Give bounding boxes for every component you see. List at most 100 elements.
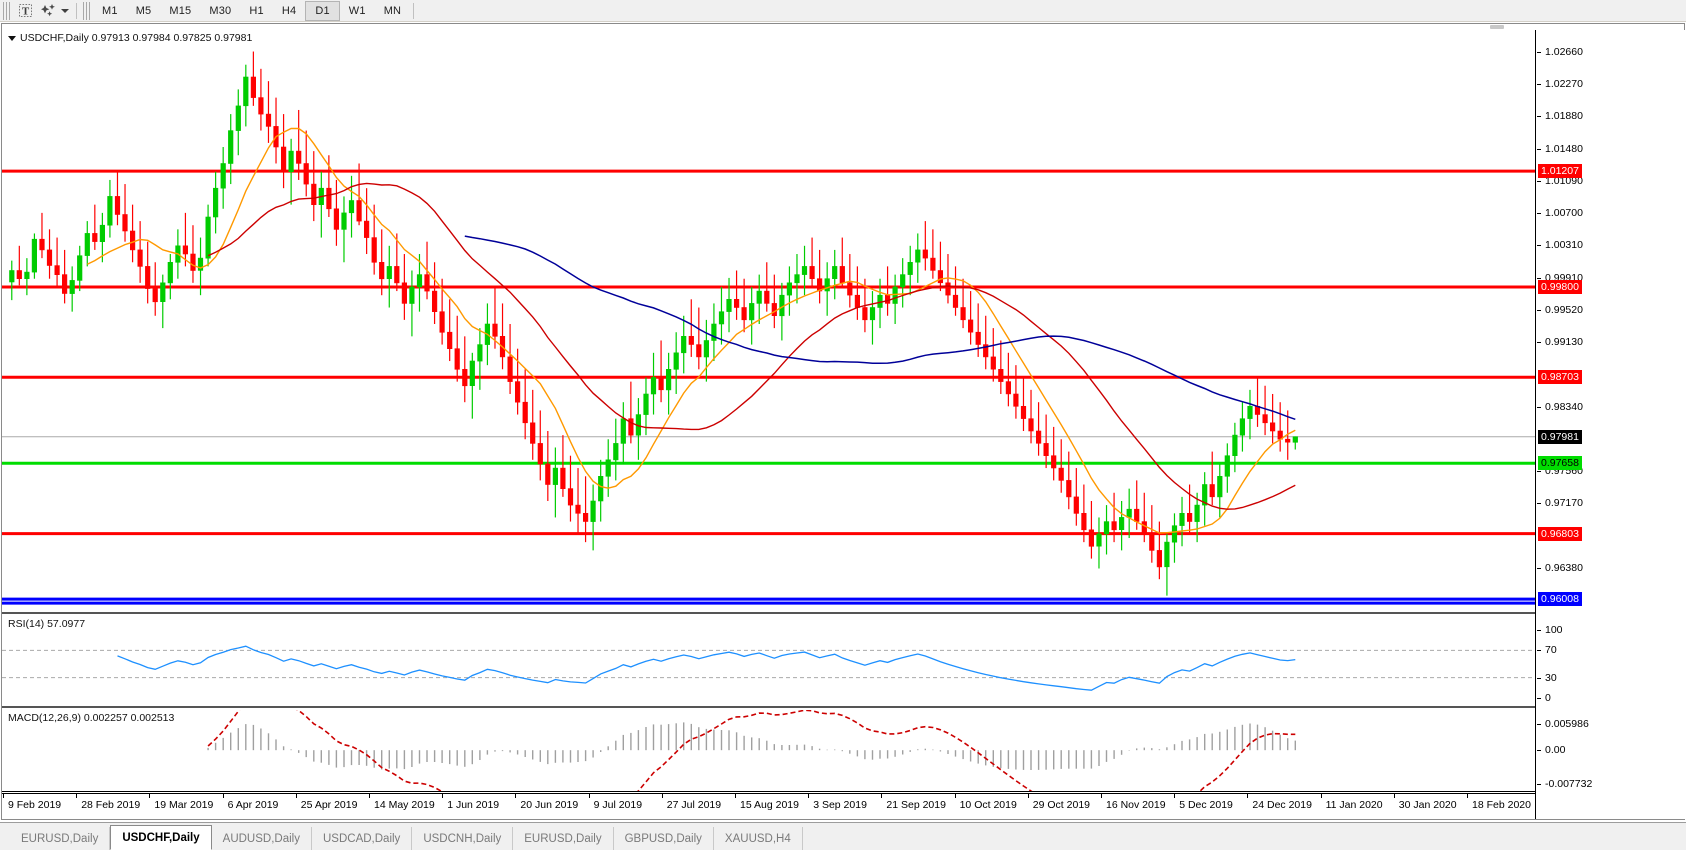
- timeframe-m15[interactable]: M15: [169, 4, 192, 17]
- candle-bear: [658, 377, 664, 391]
- candle-bull: [167, 262, 173, 284]
- candle-bear: [122, 214, 128, 232]
- candle-bull: [1103, 521, 1110, 535]
- chart-tab[interactable]: GBPUSD,Daily: [614, 827, 714, 850]
- timeframe-h1[interactable]: H1: [249, 4, 264, 17]
- candle-bull: [613, 443, 619, 461]
- date-tick: 11 Jan 2020: [1320, 793, 1383, 811]
- timeframe-m30[interactable]: M30: [209, 4, 232, 17]
- candle-bear: [998, 368, 1004, 382]
- chart-tab[interactable]: EURUSD,Daily: [513, 827, 614, 850]
- chart-tab[interactable]: USDCNH,Daily: [412, 827, 514, 850]
- chart-tab[interactable]: XAUUSD,H4: [714, 827, 803, 850]
- price-pane[interactable]: USDCHF,Daily 0.97913 0.97984 0.97825 0.9…: [2, 30, 1535, 614]
- chart-window: USDCHF,Daily 0.97913 0.97984 0.97825 0.9…: [1, 23, 1685, 820]
- candle-bear: [1066, 480, 1072, 498]
- candle-bear: [1043, 443, 1049, 456]
- price-badge-resistance-1[interactable]: 1.01207: [1538, 164, 1582, 179]
- price-tick: 0.97170: [1537, 497, 1583, 509]
- date-tick: 5 Dec 2019: [1174, 793, 1233, 811]
- price-badge-support-3[interactable]: 0.96008: [1538, 592, 1582, 607]
- price-badge-support-1[interactable]: 0.97658: [1538, 456, 1582, 471]
- date-tick: 6 Apr 2019: [222, 793, 279, 811]
- candle-bear: [250, 76, 257, 98]
- candle-bear: [54, 265, 60, 276]
- scrollbar-thumb[interactable]: [1490, 25, 1504, 29]
- timeframe-h4[interactable]: H4: [281, 4, 297, 17]
- timeframe-m1[interactable]: M1: [102, 4, 118, 17]
- candle-bear: [114, 196, 121, 215]
- candle-bear: [628, 418, 634, 436]
- macd-signal-line: [207, 710, 1296, 791]
- chart-tab[interactable]: EURUSD,Daily: [10, 827, 111, 850]
- candle-bull: [786, 282, 792, 296]
- timeframe-m5[interactable]: M5: [135, 4, 152, 17]
- ma-fast-orange: [86, 127, 1296, 534]
- candle-bear: [363, 220, 370, 238]
- rsi-chart: [2, 645, 1535, 691]
- candle-bull: [1171, 525, 1178, 543]
- candle-bear: [1058, 467, 1064, 481]
- chart-tab[interactable]: USDCAD,Daily: [312, 827, 413, 850]
- candle-bull: [824, 278, 830, 292]
- date-tick: 29 Oct 2019: [1027, 793, 1091, 811]
- candlestick-chart: [2, 51, 1535, 605]
- candle-bull: [1179, 512, 1185, 526]
- chart-tab-active[interactable]: USDCHF,Daily: [110, 825, 212, 850]
- candle-bear: [696, 344, 702, 358]
- toolbar-separator-2: [413, 2, 415, 19]
- price-badge-current-price[interactable]: 0.97981: [1538, 429, 1582, 444]
- plot-area[interactable]: USDCHF,Daily 0.97913 0.97984 0.97825 0.9…: [2, 30, 1536, 819]
- price-tick: 1.00310: [1537, 239, 1583, 251]
- timeframe-d1[interactable]: D1: [305, 0, 340, 21]
- candle-bear: [937, 270, 943, 284]
- rsi-tick: 0: [1537, 692, 1551, 704]
- candle-bull: [643, 393, 649, 415]
- indicators-icon[interactable]: [37, 1, 61, 21]
- candle-bull: [77, 255, 83, 281]
- candle-bear: [152, 288, 158, 303]
- macd-histogram: [207, 722, 1297, 770]
- candle-bull: [605, 459, 611, 477]
- macd-tick: -0.007732: [1537, 778, 1592, 790]
- rsi-tick: 30: [1537, 672, 1557, 684]
- candle-bear: [522, 401, 528, 424]
- ma-slow-blue: [464, 235, 1296, 421]
- candle-bull: [673, 352, 679, 370]
- collapse-caret-icon[interactable]: [8, 35, 16, 41]
- candle-bear: [960, 307, 966, 321]
- candle-bull: [1292, 436, 1298, 443]
- price-badge-resistance-2[interactable]: 0.99800: [1538, 279, 1582, 294]
- chevron-down-icon[interactable]: [61, 8, 69, 13]
- candle-bear: [575, 504, 581, 514]
- date-tick: 20 Jun 2019: [515, 793, 579, 811]
- candle-bull: [718, 311, 725, 325]
- macd-pane[interactable]: MACD(12,26,9) 0.002257 0.002513: [2, 710, 1535, 792]
- candle-bull: [703, 340, 709, 358]
- chart-scroll-gutter[interactable]: [2, 24, 1684, 30]
- chart-tab[interactable]: AUDUSD,Daily: [212, 827, 312, 850]
- candle-bear: [16, 270, 22, 279]
- macd-chart: [207, 710, 1297, 791]
- candle-bear: [1262, 414, 1268, 424]
- text-tool-icon[interactable]: T: [13, 1, 37, 21]
- candle-bear: [439, 311, 445, 333]
- timeframe-mn[interactable]: MN: [383, 4, 402, 17]
- price-axis[interactable]: 1.02660 1.02270 1.01880 1.01480 1.01090 1.007…: [1537, 30, 1685, 819]
- price-badge-support-2[interactable]: 0.96803: [1538, 526, 1582, 541]
- price-badge-resistance-3[interactable]: 0.98703: [1538, 370, 1582, 385]
- candle-bear: [537, 443, 543, 465]
- candle-bull: [99, 224, 105, 242]
- toolbar-grip[interactable]: [3, 1, 11, 20]
- date-tick: 9 Jul 2019: [588, 793, 643, 811]
- rsi-pane[interactable]: RSI(14) 57.0977: [2, 616, 1535, 708]
- candle-bear: [764, 290, 770, 304]
- candle-bull: [24, 271, 30, 280]
- timeframe-grip[interactable]: [83, 1, 91, 20]
- timeframe-w1[interactable]: W1: [348, 4, 366, 17]
- candle-bear: [733, 298, 740, 308]
- date-axis[interactable]: 9 Feb 2019 28 Feb 2019 19 Mar 2019 6 Apr 20…: [2, 793, 1536, 821]
- candle-bear: [507, 356, 513, 382]
- candle-bull: [749, 303, 755, 321]
